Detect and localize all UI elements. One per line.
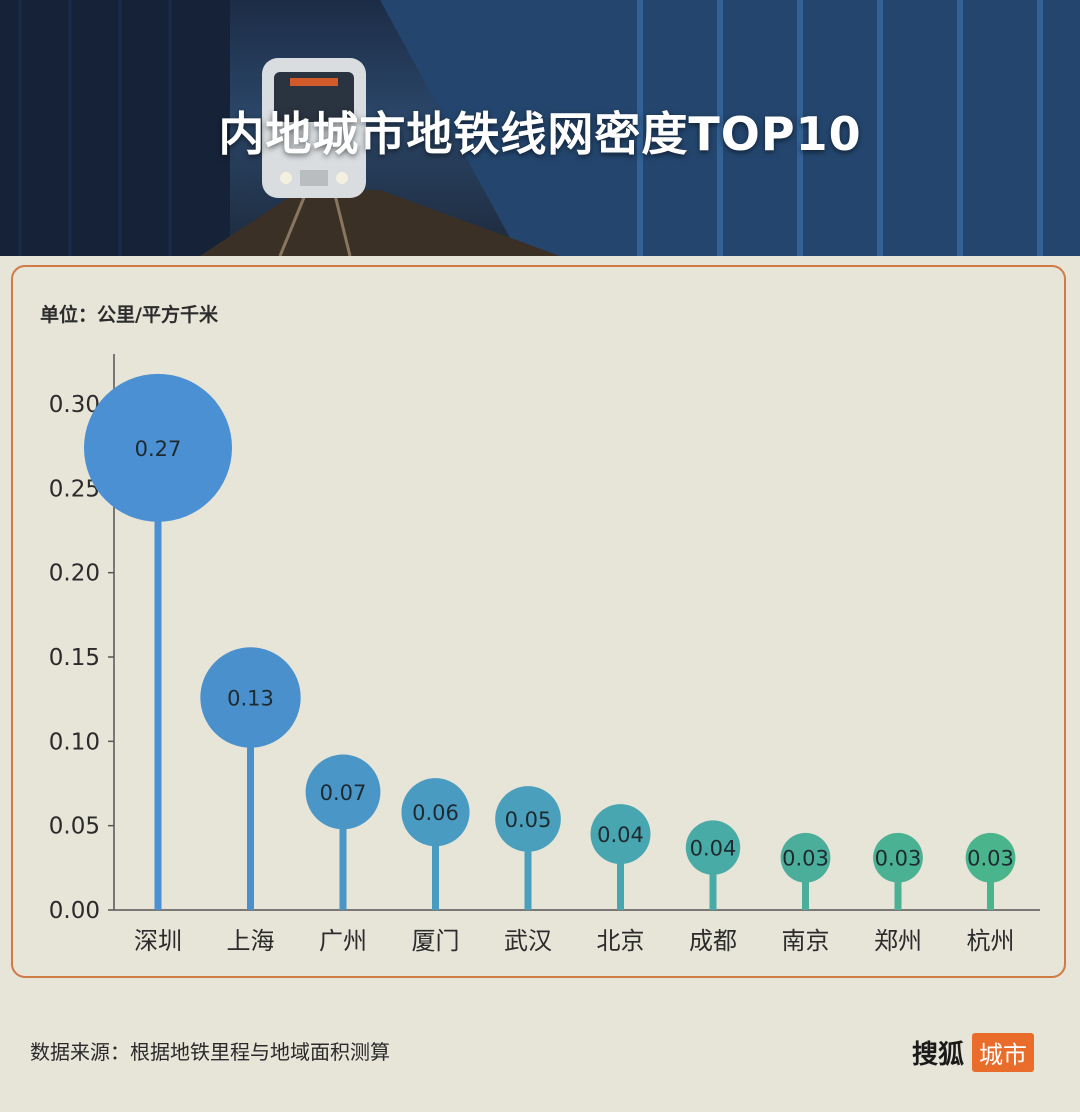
x-tick-label: 南京 [782, 927, 830, 955]
brand-tag: 城市 [972, 1032, 1035, 1072]
value-bubble [305, 754, 381, 830]
x-tick-label: 上海 [227, 927, 275, 955]
page-title: 内地城市地铁线网密度TOP10 [218, 107, 862, 161]
x-tick-label: 厦门 [412, 927, 460, 955]
x-tick-label: 成都 [689, 927, 737, 955]
brand-logo: 搜狐 城市 [912, 1032, 1035, 1072]
data-label: 0.13 [227, 686, 274, 710]
data-label: 0.03 [967, 847, 1014, 871]
value-bubble [401, 778, 470, 847]
x-tick-label: 深圳 [134, 927, 182, 955]
data-label: 0.04 [597, 823, 644, 847]
data-label: 0.03 [782, 847, 829, 871]
value-bubble [84, 373, 232, 522]
data-label: 0.05 [505, 808, 552, 832]
data-source-note: 数据来源：根据地铁里程与地域面积测算 [30, 1040, 390, 1064]
value-bubbles: 0.27 0.13 0.07 0.06 0.05 0.04 0.04 0.03 0.03 0.03 [84, 373, 1016, 883]
data-label: 0.03 [875, 847, 922, 871]
x-tick-label: 广州 [319, 927, 367, 955]
subway-tunnel-illustration [0, 0, 1080, 256]
y-tick-label: 0.10 [49, 729, 100, 755]
y-tick-label: 0.05 [49, 814, 100, 840]
x-tick-label: 北京 [597, 927, 645, 955]
x-tick-label: 郑州 [874, 927, 922, 955]
data-label: 0.04 [690, 837, 737, 861]
y-tick-label: 0.25 [49, 476, 100, 502]
x-tick-label: 武汉 [504, 927, 552, 955]
value-bubble [780, 832, 831, 883]
value-bubble [590, 804, 651, 865]
data-label: 0.06 [412, 801, 459, 825]
data-label: 0.07 [320, 781, 367, 805]
y-tick-label: 0.20 [49, 561, 100, 587]
data-label: 0.27 [135, 437, 182, 461]
x-axis-labels: 深圳 上海 广州 厦门 武汉 北京 成都 南京 郑州 杭州 [134, 927, 1015, 955]
chart-panel [11, 265, 1066, 978]
value-bubble [495, 786, 561, 852]
brand-name: 搜狐 [912, 1039, 965, 1070]
y-tick-label: 0.00 [49, 898, 100, 924]
value-bubble [200, 647, 301, 748]
x-tick-label: 杭州 [967, 927, 1015, 955]
y-tick-label: 0.30 [49, 392, 100, 418]
unit-label: 单位：公里/平方千米 [40, 304, 218, 326]
value-bubble [685, 820, 741, 875]
bubble-lollipop-chart: 0.000.050.100.150.200.250.30 0.270.130.0… [49, 354, 1040, 955]
header-banner: 内地城市地铁线网密度TOP10 [0, 0, 1080, 256]
y-tick-label: 0.15 [49, 645, 100, 671]
y-axis: 0.00 0.05 0.10 0.15 0.20 0.25 0.30 [49, 354, 1040, 924]
value-bubble [965, 832, 1016, 883]
value-bubble [873, 832, 923, 883]
